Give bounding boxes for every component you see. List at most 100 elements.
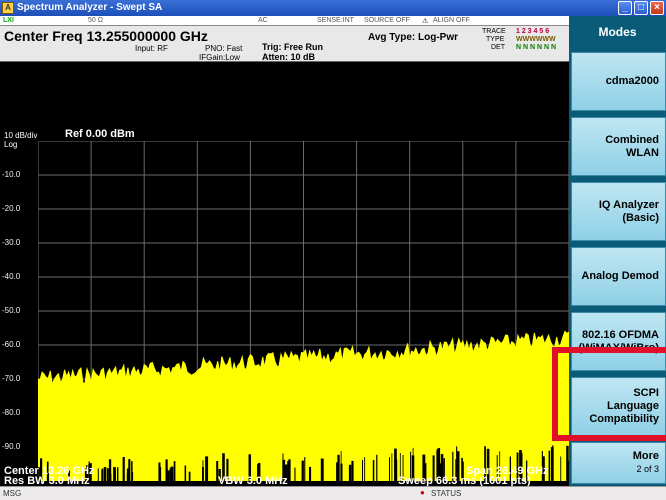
- trace-gap: [443, 458, 445, 481]
- trace-gap: [301, 460, 304, 481]
- softkey-analog-demod[interactable]: Analog Demod: [571, 247, 666, 306]
- trace-gap: [526, 460, 528, 481]
- trace-gap: [107, 468, 109, 481]
- ref-level[interactable]: Ref 0.00 dBm: [65, 128, 135, 140]
- trace-gap: [282, 459, 286, 481]
- trace-gap: [496, 455, 498, 481]
- type-label: TYPE: [486, 36, 505, 43]
- trace-gap: [391, 453, 393, 481]
- trace-gap: [372, 459, 375, 481]
- trace-gap: [376, 454, 378, 481]
- trace-gap: [126, 468, 129, 481]
- window-title: Spectrum Analyzer - Swept SA: [17, 2, 163, 13]
- softkey-more[interactable]: More 2 of 3: [571, 442, 666, 484]
- source-indicator: SOURCE OFF: [364, 17, 410, 24]
- trace-gap: [412, 447, 414, 481]
- trace-gap: [320, 458, 324, 481]
- softkey-menu-title: Modes: [569, 16, 666, 49]
- trace-gap: [188, 471, 191, 481]
- minimize-button[interactable]: _: [618, 1, 632, 15]
- trace-gap: [166, 469, 168, 481]
- trace-gap: [552, 445, 554, 481]
- trace-gap: [173, 461, 176, 481]
- softkey-iq-analyzer[interactable]: IQ Analyzer (Basic): [571, 182, 666, 241]
- vbw-readout: VBW 3.0 MHz: [218, 475, 288, 487]
- trace-label: TRACE: [482, 28, 506, 35]
- center-freq-readout[interactable]: Center Freq 13.255000000 GHz: [4, 28, 208, 44]
- trace-gap: [455, 459, 458, 481]
- trace-gap: [294, 467, 296, 481]
- trace-gap: [394, 459, 398, 481]
- scale-per-div: 10 dB/div: [4, 131, 38, 140]
- trace-gap: [184, 465, 187, 481]
- trace-gap: [437, 448, 440, 481]
- trace-gap: [462, 461, 464, 481]
- trace-gap: [40, 458, 43, 481]
- trace-gap: [362, 459, 363, 481]
- trace-gap: [402, 455, 404, 481]
- softkey-panel: Modes cdma2000 Combined WLAN IQ Analyzer(…: [569, 16, 666, 486]
- window-title-bar: A Spectrum Analyzer - Swept SA _ □ ×: [0, 0, 666, 16]
- trace-gap: [486, 448, 490, 481]
- instrument-display: LXI 50 Ω AC SENSE:INT SOURCE OFF ⚠ ALIGN…: [0, 16, 569, 487]
- trace-gap: [167, 471, 169, 481]
- trace-gap: [122, 457, 125, 481]
- y-tick-label: -10.0: [2, 170, 21, 179]
- y-tick-label: -90.0: [2, 442, 21, 451]
- trace-gap: [566, 445, 569, 481]
- sweep-readout: Sweep 66.3 ms (1001 pts): [398, 475, 531, 487]
- trace-gap: [452, 451, 454, 481]
- y-tick-label: -60.0: [2, 340, 21, 349]
- softkey-cdma2000[interactable]: cdma2000: [571, 52, 666, 111]
- trace-gap: [257, 462, 261, 481]
- ifgain-readout: IFGain:Low: [199, 53, 240, 62]
- trace-gap: [284, 464, 288, 481]
- trace-gap: [399, 453, 401, 481]
- y-tick-label: -30.0: [2, 238, 21, 247]
- trace-gap: [441, 460, 444, 481]
- status-icon: ●: [420, 488, 425, 497]
- spectrum-trace: [38, 330, 569, 481]
- trace-gap: [87, 465, 89, 481]
- trace-types: WWWWWW: [516, 36, 556, 43]
- res-bw-readout: Res BW 3.0 MHz: [4, 475, 90, 487]
- trace-gap: [288, 459, 291, 481]
- status-bar: MSG ● STATUS: [0, 486, 666, 500]
- trace-gap: [131, 461, 133, 481]
- trace-gap: [103, 467, 107, 481]
- trace-gap: [432, 455, 435, 481]
- softkey-80216-ofdma[interactable]: 802.16 OFDMA (WiMAX/WiBro): [571, 312, 666, 371]
- trace-gap: [170, 466, 174, 481]
- trace-gap: [226, 458, 229, 481]
- impedance-indicator: 50 Ω: [88, 17, 103, 24]
- status-strip: LXI 50 Ω AC SENSE:INT SOURCE OFF ⚠ ALIGN…: [0, 16, 569, 26]
- msg-label: MSG: [3, 489, 22, 498]
- trace-gap: [86, 465, 88, 481]
- trace-gap: [519, 450, 522, 481]
- spectrum-graticule: [38, 141, 569, 481]
- trace-gap: [128, 459, 131, 481]
- trace-gap: [222, 453, 225, 481]
- softkey-combined-wlan[interactable]: Combined WLAN: [571, 117, 666, 176]
- trace-gap: [521, 452, 523, 481]
- trace-gap: [88, 461, 90, 481]
- status-label[interactable]: STATUS: [431, 489, 462, 498]
- trace-gap: [509, 456, 511, 481]
- trace-gap: [456, 451, 460, 481]
- trace-gap: [516, 452, 519, 481]
- close-button[interactable]: ×: [650, 1, 664, 15]
- trace-gap: [131, 472, 134, 481]
- trace-gap: [248, 454, 251, 481]
- trace-gap: [304, 457, 306, 481]
- y-tick-label: -40.0: [2, 272, 21, 281]
- softkey-scpi-compatibility[interactable]: SCPI Language Compatibility: [571, 377, 666, 436]
- atten-readout: Atten: 10 dB: [262, 52, 316, 62]
- det-label: DET: [491, 44, 505, 51]
- trace-gap: [336, 462, 339, 481]
- trace-gap: [548, 450, 551, 481]
- trace-gap: [389, 457, 390, 481]
- trace-gap: [364, 457, 366, 481]
- maximize-button[interactable]: □: [634, 1, 648, 15]
- trace-gap: [461, 457, 463, 481]
- trace-gap: [47, 472, 49, 481]
